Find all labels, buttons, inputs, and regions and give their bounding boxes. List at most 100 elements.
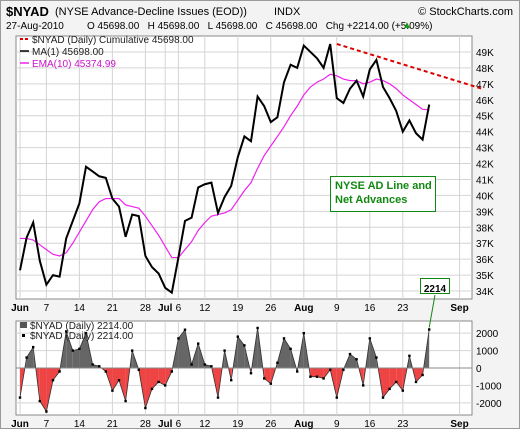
- net-advances-point: [164, 384, 166, 386]
- lower-legend-swatch: [20, 322, 27, 328]
- lower-xtick-label: Aug: [294, 419, 313, 430]
- main-ytick-label: 40K: [476, 191, 494, 202]
- annotation-line-1: NYSE AD Line and: [335, 180, 431, 192]
- main-xtick-label: 7: [44, 303, 50, 314]
- net-advances-point: [428, 328, 430, 330]
- net-advances-point: [336, 396, 338, 398]
- lower-xtick-label: Sep: [450, 419, 468, 430]
- net-advances-point: [45, 410, 47, 412]
- main-ytick-label: 43K: [476, 144, 494, 155]
- annotation-line-2: Net Advances: [335, 194, 431, 206]
- net-advances-point: [289, 348, 291, 350]
- lower-xtick-label: 7: [44, 419, 50, 430]
- net-advances-point: [415, 381, 417, 383]
- main-xtick-label: 9: [334, 303, 340, 314]
- main-ytick-label: 42K: [476, 160, 494, 171]
- legend-label: $NYAD (Daily) Cumulative 45698.00: [32, 35, 194, 46]
- net-advances-point: [375, 356, 377, 358]
- value-callout-text: 2214: [424, 284, 446, 295]
- net-advances-point: [237, 335, 239, 337]
- net-advances-point: [58, 370, 60, 372]
- net-advances-point: [276, 362, 278, 364]
- main-xtick-label: 16: [364, 303, 376, 314]
- lower-ytick-label: 2000: [476, 329, 499, 340]
- net-advances-point: [217, 396, 219, 398]
- lower-ytick-label: 0: [476, 364, 482, 375]
- main-xtick-label: Jul: [158, 303, 173, 314]
- net-advances-point: [197, 342, 199, 344]
- main-xtick-label: 23: [397, 303, 409, 314]
- net-advances-point: [369, 337, 371, 339]
- net-advances-point: [204, 363, 206, 365]
- net-advances-point: [138, 369, 140, 371]
- main-ytick-label: 48K: [476, 64, 494, 75]
- lower-xtick-label: Jul: [158, 419, 173, 430]
- net-advances-point: [39, 400, 41, 402]
- lower-xtick-label: 6: [176, 419, 182, 430]
- net-advances-point: [230, 379, 232, 381]
- lower-xtick-label: 16: [364, 419, 376, 430]
- net-advances-point: [402, 389, 404, 391]
- net-advances-point: [177, 337, 179, 339]
- net-advances-point: [382, 396, 384, 398]
- net-advances-point: [171, 370, 173, 372]
- net-advances-point: [355, 358, 357, 360]
- annotation-box: NYSE AD Line and Net Advances: [330, 176, 436, 212]
- main-xtick-label: 12: [199, 303, 211, 314]
- net-advances-point: [131, 349, 133, 351]
- net-advances-point: [316, 376, 318, 378]
- lower-legend-label: $NYAD (Daily) 2214.00: [30, 331, 134, 342]
- net-advances-point: [243, 344, 245, 346]
- lower-ytick-label: -2000: [476, 399, 502, 410]
- lower-xtick-label: 9: [334, 419, 340, 430]
- net-advances-point: [388, 388, 390, 390]
- net-advances-point: [52, 379, 54, 381]
- net-advances-point: [349, 353, 351, 355]
- main-ytick-label: 46K: [476, 96, 494, 107]
- main-ytick-label: 38K: [476, 223, 494, 234]
- net-advances-point: [19, 396, 21, 398]
- net-advances-point: [408, 355, 410, 357]
- net-advances-point: [263, 377, 265, 379]
- lower-xtick-label: 19: [232, 419, 244, 430]
- net-advances-point: [118, 379, 120, 381]
- lower-xtick-label: 12: [199, 419, 211, 430]
- main-xtick-label: 6: [176, 303, 182, 314]
- main-xtick-label: Aug: [294, 303, 313, 314]
- net-advances-point: [144, 407, 146, 409]
- net-advances-point: [296, 370, 298, 372]
- main-xtick-label: Sep: [450, 303, 468, 314]
- net-advances-point: [342, 369, 344, 371]
- main-xtick-label: Jun: [11, 303, 29, 314]
- net-advances-point: [78, 348, 80, 350]
- net-advances-point: [309, 376, 311, 378]
- main-xtick-label: 19: [232, 303, 244, 314]
- lower-xtick-label: 21: [107, 419, 119, 430]
- net-advances-point: [322, 377, 324, 379]
- net-advances-point: [395, 381, 397, 383]
- net-advances-point: [72, 349, 74, 351]
- net-advances-point: [210, 365, 212, 367]
- net-advances-point: [362, 384, 364, 386]
- main-ytick-label: 44K: [476, 128, 494, 139]
- net-advances-point: [25, 356, 27, 358]
- main-ytick-label: 47K: [476, 80, 494, 91]
- lower-xtick-label: 23: [397, 419, 409, 430]
- lower-ytick-label: 1000: [476, 347, 499, 358]
- main-ytick-label: 35K: [476, 271, 494, 282]
- net-advances-point: [283, 337, 285, 339]
- lower-xtick-label: 28: [140, 419, 152, 430]
- net-advances-point: [124, 400, 126, 402]
- net-advances-point: [303, 332, 305, 334]
- main-ytick-label: 39K: [476, 207, 494, 218]
- value-callout: 2214: [420, 278, 450, 294]
- net-advances-point: [111, 389, 113, 391]
- lower-xtick-label: Jun: [11, 419, 29, 430]
- main-xtick-label: 28: [140, 303, 152, 314]
- net-advances-point: [421, 374, 423, 376]
- net-advances-point: [105, 370, 107, 372]
- main-ytick-label: 34K: [476, 287, 494, 298]
- main-xtick-label: 21: [107, 303, 119, 314]
- legend-label: MA(1) 45698.00: [32, 47, 104, 58]
